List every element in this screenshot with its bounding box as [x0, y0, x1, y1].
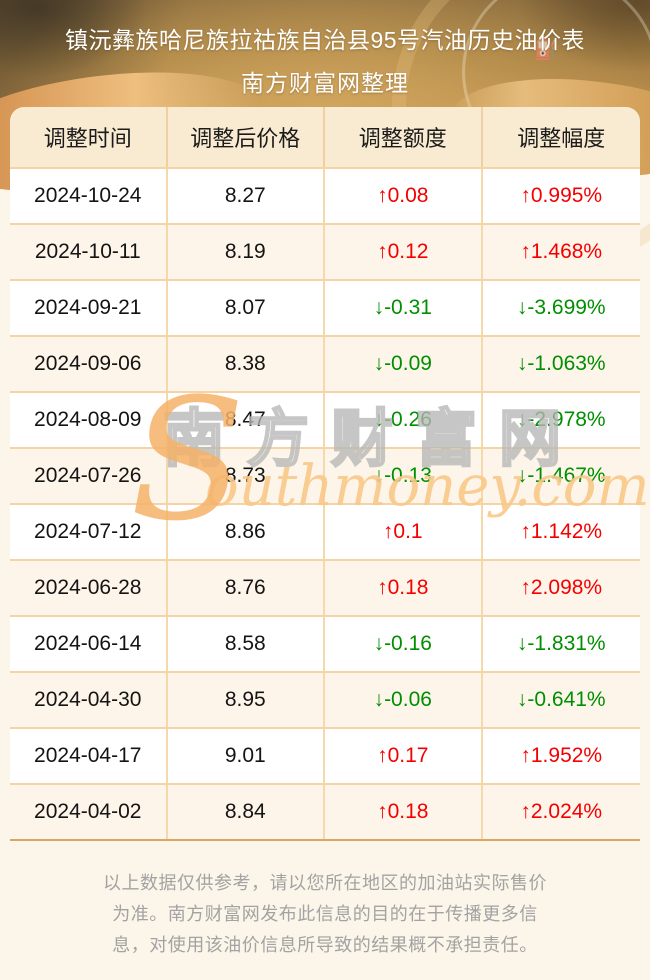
table-row: 2024-04-02 8.84 ↑0.18 ↑2.024% — [10, 783, 640, 839]
price-cell: 8.86 — [168, 505, 325, 559]
date-cell: 2024-07-26 — [10, 449, 168, 503]
change-cell: ↓-0.09 — [325, 337, 483, 391]
date-cell: 2024-04-17 — [10, 729, 168, 783]
table-row: 2024-06-28 8.76 ↑0.18 ↑2.098% — [10, 559, 640, 615]
percent-cell: ↓-3.699% — [516, 296, 606, 319]
table-row: 2024-07-26 8.73 ↓-0.13 ↓-1.467% — [10, 447, 640, 503]
price-cell: 8.58 — [168, 617, 325, 671]
table-body: 2024-10-24 8.27 ↑0.08 ↑0.995% 2024-10-11 8.19… — [10, 167, 640, 839]
change-cell: ↑0.08 — [325, 169, 483, 223]
table-row: 2024-08-09 8.47 ↓-0.26 ↓-2.978% — [10, 391, 640, 447]
column-header-percent: 调整幅度 — [517, 126, 606, 151]
price-cell: 8.27 — [168, 169, 325, 223]
table-row: 2024-04-30 8.95 ↓-0.06 ↓-0.641% — [10, 671, 640, 727]
column-header-date: 调整时间 — [10, 107, 168, 167]
page-subtitle: 南方财富网整理 — [241, 70, 409, 96]
percent-cell: ↓-1.063% — [516, 352, 606, 375]
change-cell: ↑0.17 — [325, 729, 483, 783]
change-cell: ↓-0.31 — [325, 281, 483, 335]
table-header-row: 调整时间 调整后价格 调整额度 调整幅度 — [10, 107, 640, 167]
disclaimer-text: 以上数据仅供参考，请以您所在地区的加油站实际售价为准。南方财富网发布此信息的目的… — [103, 873, 547, 955]
percent-cell: ↑2.098% — [520, 576, 603, 599]
percent-cell: ↑2.024% — [520, 800, 603, 823]
date-cell: 2024-09-06 — [10, 337, 168, 391]
percent-cell: ↓-2.978% — [516, 408, 606, 431]
page-title: 镇沅彝族哈尼族拉祜族自治县95号汽油历史油价表 — [64, 27, 586, 53]
table-row: 2024-06-14 8.58 ↓-0.16 ↓-1.831% — [10, 615, 640, 671]
column-header-price: 调整后价格 — [168, 107, 325, 167]
price-cell: 8.76 — [168, 561, 325, 615]
table-row: 2024-10-24 8.27 ↑0.08 ↑0.995% — [10, 167, 640, 223]
percent-cell: ↑0.995% — [520, 184, 603, 207]
table-row: 2024-10-11 8.19 ↑0.12 ↑1.468% — [10, 223, 640, 279]
date-cell: 2024-06-28 — [10, 561, 168, 615]
price-cell: 8.47 — [168, 393, 325, 447]
column-header-change: 调整额度 — [325, 107, 483, 167]
table-row: 2024-09-21 8.07 ↓-0.31 ↓-3.699% — [10, 279, 640, 335]
percent-cell: ↓-0.641% — [516, 688, 606, 711]
date-cell: 2024-10-24 — [10, 169, 168, 223]
change-cell: ↓-0.16 — [325, 617, 483, 671]
price-history-table: 调整时间 调整后价格 调整额度 调整幅度 2024-10-24 8.27 ↑0.08… — [10, 107, 640, 841]
price-cell: 8.73 — [168, 449, 325, 503]
price-cell: 9.01 — [168, 729, 325, 783]
percent-cell: ↓-1.467% — [516, 464, 606, 487]
price-cell: 8.95 — [168, 673, 325, 727]
change-cell: ↓-0.13 — [325, 449, 483, 503]
change-cell: ↓-0.06 — [325, 673, 483, 727]
date-cell: 2024-10-11 — [10, 225, 168, 279]
table-row: 2024-09-06 8.38 ↓-0.09 ↓-1.063% — [10, 335, 640, 391]
price-cell: 8.84 — [168, 785, 325, 839]
date-cell: 2024-07-12 — [10, 505, 168, 559]
table-row: 2024-04-17 9.01 ↑0.17 ↑1.952% — [10, 727, 640, 783]
fuel-pump-icon: ⛽ — [534, 40, 558, 61]
percent-cell: ↑1.468% — [520, 240, 603, 263]
date-cell: 2024-04-30 — [10, 673, 168, 727]
price-cell: 8.38 — [168, 337, 325, 391]
price-cell: 8.19 — [168, 225, 325, 279]
percent-cell: ↑1.142% — [520, 520, 603, 543]
hero-titles: 镇沅彝族哈尼族拉祜族自治县95号汽油历史油价表 南方财富网整理 — [0, 0, 650, 98]
percent-cell: ↑1.952% — [520, 744, 603, 767]
date-cell: 2024-06-14 — [10, 617, 168, 671]
change-cell: ↑0.1 — [325, 505, 483, 559]
table-row: 2024-07-12 8.86 ↑0.1 ↑1.142% — [10, 503, 640, 559]
change-cell: ↑0.12 — [325, 225, 483, 279]
change-cell: ↑0.18 — [325, 785, 483, 839]
date-cell: 2024-08-09 — [10, 393, 168, 447]
percent-cell: ↓-1.831% — [516, 632, 606, 655]
date-cell: 2024-04-02 — [10, 785, 168, 839]
change-cell: ↑0.18 — [325, 561, 483, 615]
date-cell: 2024-09-21 — [10, 281, 168, 335]
price-cell: 8.07 — [168, 281, 325, 335]
change-cell: ↓-0.26 — [325, 393, 483, 447]
